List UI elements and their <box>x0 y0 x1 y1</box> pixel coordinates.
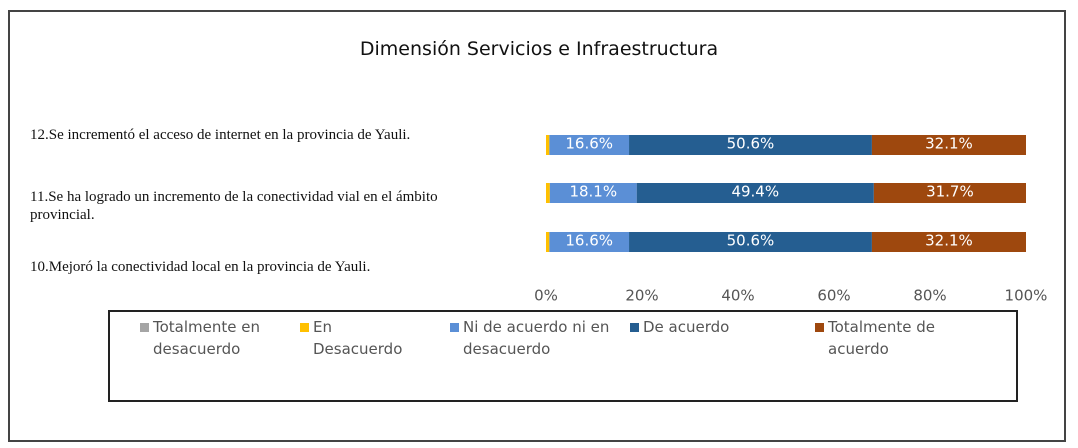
bar-segment <box>871 232 1026 252</box>
bar-segment <box>873 183 1026 203</box>
data-label: 32.1% <box>925 232 973 250</box>
data-label: 31.7% <box>926 183 974 201</box>
bar-segment <box>871 135 1026 155</box>
data-label: 16.6% <box>565 232 613 250</box>
x-tick-label: 60% <box>817 287 850 305</box>
bar-segment <box>546 232 550 252</box>
legend-swatch <box>450 323 459 332</box>
bar-segment <box>546 135 550 155</box>
bar-segment <box>629 232 872 252</box>
bar-segment <box>549 135 630 155</box>
legend-entry: Totalmente de acuerdo <box>815 316 935 360</box>
x-tick-label: 20% <box>625 287 658 305</box>
x-tick-label: 0% <box>534 287 558 305</box>
category-label: 12.Se incrementó el acceso de internet e… <box>30 127 411 143</box>
legend-label: Totalmente en desacuerdo <box>153 318 260 358</box>
legend-label: De acuerdo <box>643 318 730 336</box>
legend-entry: Totalmente en desacuerdo <box>140 316 270 360</box>
legend-entry: Ni de acuerdo ni en desacuerdo <box>450 316 620 360</box>
category-label: 11.Se ha logrado un incremento de la con… <box>30 189 438 223</box>
data-label: 50.6% <box>727 135 775 153</box>
chart-title: Dimensión Servicios e Infraestructura <box>359 38 719 60</box>
legend-label: En Desacuerdo <box>313 318 403 358</box>
legend-swatch <box>300 323 309 332</box>
data-label: 18.1% <box>569 183 617 201</box>
legend-swatch <box>630 323 639 332</box>
legend-label: Totalmente de acuerdo <box>828 318 936 358</box>
category-label: 10.Mejoró la conectividad local en la pr… <box>30 259 371 275</box>
bar-segment <box>549 232 630 252</box>
legend-swatch <box>140 323 149 332</box>
legend-entry: En Desacuerdo <box>300 316 420 360</box>
bar-segment <box>546 183 550 203</box>
bar-segment <box>636 183 874 203</box>
legend-entry: De acuerdo <box>630 316 780 338</box>
x-tick-label: 100% <box>1005 287 1048 305</box>
data-label: 50.6% <box>727 232 775 250</box>
bar-segment <box>629 135 872 155</box>
data-label: 49.4% <box>731 183 779 201</box>
legend: Totalmente en desacuerdo En Desacuerdo Ni … <box>108 310 1018 402</box>
x-tick-label: 80% <box>913 287 946 305</box>
legend-swatch <box>815 323 824 332</box>
data-label: 16.6% <box>565 135 613 153</box>
legend-label: Ni de acuerdo ni en desacuerdo <box>463 318 610 358</box>
x-tick-label: 40% <box>721 287 754 305</box>
bar-segment <box>549 183 637 203</box>
data-label: 32.1% <box>925 135 973 153</box>
